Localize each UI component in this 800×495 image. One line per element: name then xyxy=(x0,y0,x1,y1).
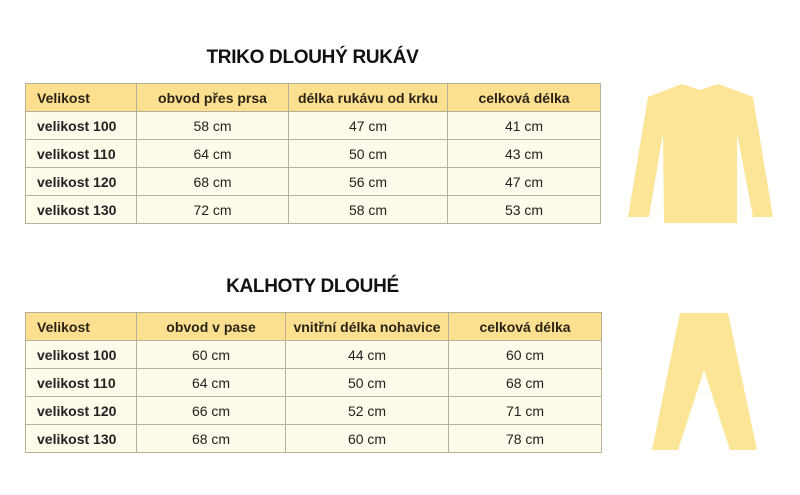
measurement-cell: 60 cm xyxy=(448,340,602,369)
size-label-cell: velikost 100 xyxy=(25,111,137,140)
table-row: velikost 110 64 cm 50 cm 68 cm xyxy=(25,368,602,397)
measurement-cell: 41 cm xyxy=(447,111,601,140)
measurement-cell: 58 cm xyxy=(288,195,448,224)
size-label-cell: velikost 100 xyxy=(25,340,137,369)
size-label-cell: velikost 110 xyxy=(25,139,137,168)
header-cell: celková délka xyxy=(448,312,602,341)
size-label-cell: velikost 120 xyxy=(25,167,137,196)
measurement-cell: 60 cm xyxy=(136,340,286,369)
table-row: velikost 130 72 cm 58 cm 53 cm xyxy=(25,195,601,224)
measurement-cell: 44 cm xyxy=(285,340,449,369)
pants-table-title: KALHOTY DLOUHÉ xyxy=(226,276,399,297)
measurement-cell: 50 cm xyxy=(285,368,449,397)
pants-size-table: Velikost obvod v pase vnitřní délka noha… xyxy=(25,312,602,453)
table-header-row: Velikost obvod v pase vnitřní délka noha… xyxy=(25,312,602,341)
measurement-cell: 47 cm xyxy=(447,167,601,196)
table-row: velikost 120 68 cm 56 cm 47 cm xyxy=(25,167,601,196)
measurement-cell: 66 cm xyxy=(136,396,286,425)
shirt-size-table: Velikost obvod přes prsa délka rukávu od… xyxy=(25,83,601,224)
table-row: velikost 110 64 cm 50 cm 43 cm xyxy=(25,139,601,168)
header-cell: Velikost xyxy=(25,312,137,341)
measurement-cell: 68 cm xyxy=(136,424,286,453)
measurement-cell: 47 cm xyxy=(288,111,448,140)
measurement-cell: 50 cm xyxy=(288,139,448,168)
long-pants-icon xyxy=(652,313,757,450)
header-cell: obvod přes prsa xyxy=(136,83,289,112)
size-label-cell: velikost 130 xyxy=(25,424,137,453)
size-label-cell: velikost 130 xyxy=(25,195,137,224)
table-header-row: Velikost obvod přes prsa délka rukávu od… xyxy=(25,83,601,112)
measurement-cell: 72 cm xyxy=(136,195,289,224)
header-cell: délka rukávu od krku xyxy=(288,83,448,112)
measurement-cell: 78 cm xyxy=(448,424,602,453)
header-cell: obvod v pase xyxy=(136,312,286,341)
table-row: velikost 100 60 cm 44 cm 60 cm xyxy=(25,340,602,369)
measurement-cell: 60 cm xyxy=(285,424,449,453)
measurement-cell: 53 cm xyxy=(447,195,601,224)
long-sleeve-shirt-icon xyxy=(628,84,773,223)
size-label-cell: velikost 110 xyxy=(25,368,137,397)
measurement-cell: 68 cm xyxy=(448,368,602,397)
measurement-cell: 64 cm xyxy=(136,139,289,168)
header-cell: celková délka xyxy=(447,83,601,112)
size-label-cell: velikost 120 xyxy=(25,396,137,425)
shirt-table-title: TRIKO DLOUHÝ RUKÁV xyxy=(206,47,419,68)
measurement-cell: 64 cm xyxy=(136,368,286,397)
table-row: velikost 130 68 cm 60 cm 78 cm xyxy=(25,424,602,453)
